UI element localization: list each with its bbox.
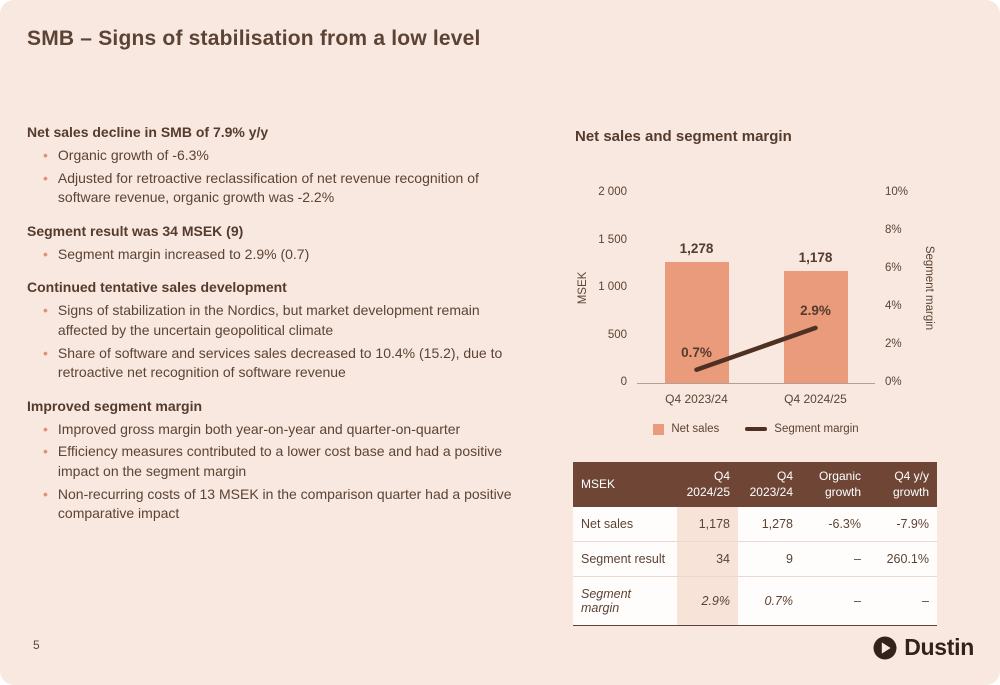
legend-item-segment-margin: Segment margin xyxy=(745,423,859,435)
right-axis-tick: 2% xyxy=(885,338,902,350)
table-cell: 0.7% xyxy=(738,576,801,627)
slide-title: SMB – Signs of stabilisation from a low … xyxy=(27,27,481,50)
net-sales-swatch-icon xyxy=(653,423,665,435)
bullet-icon: • xyxy=(43,302,48,319)
segment-margin-swatch-icon xyxy=(745,427,768,431)
page-number: 5 xyxy=(33,638,40,652)
bullet-item: • Share of software and services sales de… xyxy=(43,344,525,383)
bullet-icon: • xyxy=(43,443,48,460)
legend-label: Segment margin xyxy=(774,423,859,435)
bullet-icon: • xyxy=(43,420,48,437)
bar-value-label: 1,278 xyxy=(679,240,714,256)
table-cell: 1,178 xyxy=(677,507,738,543)
table-header-cell: MSEK xyxy=(573,462,677,508)
bullet-text: Share of software and services sales dec… xyxy=(57,344,503,381)
row-label-cell: Net sales xyxy=(573,507,677,543)
table-cell: 34 xyxy=(677,541,738,578)
table-row: Net sales 1,178 1,278 -6.3% -7.9% xyxy=(573,507,937,543)
table-body: Net sales 1,178 1,278 -6.3% -7.9% Segment res… xyxy=(573,507,937,627)
table-cell: – xyxy=(801,576,869,627)
bullet-icon: • xyxy=(43,485,48,502)
right-axis-tick: 4% xyxy=(885,300,902,312)
table-header-cell: Q4 2023/24 xyxy=(738,462,801,508)
row-label-cell: Segment result xyxy=(573,541,677,578)
bullet-item: • Adjusted for retroactive reclassificati… xyxy=(43,169,525,208)
right-axis-tick: 10% xyxy=(885,186,909,198)
content-section: Segment result was 34 MSEK (9) • Segment m… xyxy=(27,223,525,265)
dustin-logo-text: Dustin xyxy=(904,634,974,660)
bullet-icon: • xyxy=(43,147,48,163)
table-cell: -7.9% xyxy=(869,507,937,543)
row-label-cell: Segment margin xyxy=(573,576,677,627)
section-heading: Continued tentative sales development xyxy=(27,279,287,296)
table-header-cell: Organic growth xyxy=(801,462,869,508)
table-cell: 260.1% xyxy=(869,541,937,578)
bullet-text: Efficiency measures contributed to a low… xyxy=(57,443,503,479)
table-header-row: MSEK Q4 2024/25 Q4 2023/24 Organic growth Q4… xyxy=(573,462,937,508)
left-axis-tick: 1 500 xyxy=(598,233,627,246)
content-sections: Net sales decline in SMB of 7.9% y/y • Org… xyxy=(27,124,525,539)
left-axis-tick: 0 xyxy=(620,376,627,388)
net-sales-bar xyxy=(783,271,848,383)
bullet-text: Organic growth of -6.3% xyxy=(57,147,209,163)
bullet-item: • Signs of stabilization in the Nordics, … xyxy=(43,301,525,340)
right-axis-tick: 8% xyxy=(885,224,902,236)
chart-panel: Net sales and segment margin 0 500 1 000 1 … xyxy=(575,128,937,449)
table-row: Segment margin 2.9% 0.7% – – xyxy=(573,576,937,627)
legend-item-net-sales: Net sales xyxy=(653,423,719,435)
segment-results-table: MSEK Q4 2024/25 Q4 2023/24 Organic growth Q4… xyxy=(573,462,937,627)
right-axis-tick: 6% xyxy=(885,262,902,274)
section-heading: Segment result was 34 MSEK (9) xyxy=(27,222,244,239)
section-heading: Improved segment margin xyxy=(27,397,203,414)
bullet-item: • Improved gross margin both year-on-year… xyxy=(43,420,525,440)
right-axis-tick: 0% xyxy=(885,376,902,388)
table-cell: -6.3% xyxy=(801,507,869,543)
bullet-item: • Non-recurring costs of 13 MSEK in the c… xyxy=(43,485,525,524)
bullet-icon: • xyxy=(43,169,48,186)
x-axis-line xyxy=(637,383,875,384)
dustin-logo: Dustin xyxy=(872,634,974,661)
bullet-icon: • xyxy=(43,344,48,361)
table-cell: – xyxy=(801,541,869,578)
bullet-text: Signs of stabilization in the Nordics, b… xyxy=(57,302,480,338)
table-cell: 2.9% xyxy=(677,576,738,627)
bullet-text: Adjusted for retroactive reclassificatio… xyxy=(57,169,479,206)
net-sales-bar xyxy=(664,261,729,383)
left-axis-tick: 500 xyxy=(607,328,627,341)
bullet-text: Non-recurring costs of 13 MSEK in the co… xyxy=(57,485,512,522)
content-section: Net sales decline in SMB of 7.9% y/y • Org… xyxy=(27,124,525,208)
bullet-text: Improved gross margin both year-on-year … xyxy=(57,420,461,437)
bullet-item: • Segment margin increased to 2.9% (0.7) xyxy=(43,245,525,265)
segment-margin-line xyxy=(694,325,818,372)
line-value-label: 0.7% xyxy=(681,344,712,360)
bullet-item: • Efficiency measures contributed to a lo… xyxy=(43,442,525,481)
table-row: Segment result 34 9–260.1% xyxy=(573,541,937,578)
legend-label: Net sales xyxy=(671,423,720,435)
table-header-cell: Q4 2024/25 xyxy=(677,462,738,508)
table-cell: 1,278 xyxy=(738,507,801,543)
table-cell: 9 xyxy=(738,541,801,578)
line-value-label: 2.9% xyxy=(800,302,831,318)
net-sales-chart: 0 500 1 000 1 500 2 000 0% 2% 4% 6% 8% 10% MSEK Segm… xyxy=(575,179,937,449)
dustin-logo-icon xyxy=(873,636,897,659)
left-axis-title: MSEK xyxy=(577,271,589,305)
bullet-item: • Organic growth of -6.3% xyxy=(43,146,525,166)
bullet-text: Segment margin increased to 2.9% (0.7) xyxy=(57,245,310,262)
x-axis-category: Q4 2024/25 xyxy=(784,392,847,406)
right-axis-title: Segment margin xyxy=(923,245,935,331)
left-axis-tick: 2 000 xyxy=(598,186,627,198)
content-section: Continued tentative sales development • Si… xyxy=(27,279,525,382)
bullet-icon: • xyxy=(43,245,48,262)
left-axis-tick: 1 000 xyxy=(598,281,627,293)
x-axis-category: Q4 2023/24 xyxy=(665,392,728,406)
bar-value-label: 1,178 xyxy=(798,250,833,266)
content-section: Improved segment margin • Improved gross m… xyxy=(27,398,525,524)
section-heading: Net sales decline in SMB of 7.9% y/y xyxy=(27,124,269,140)
chart-legend: Net sales Segment margin xyxy=(575,423,937,435)
table-cell: – xyxy=(869,576,937,627)
chart-title: Net sales and segment margin xyxy=(575,128,792,145)
table-header-cell: Q4 y/y growth xyxy=(869,462,937,508)
